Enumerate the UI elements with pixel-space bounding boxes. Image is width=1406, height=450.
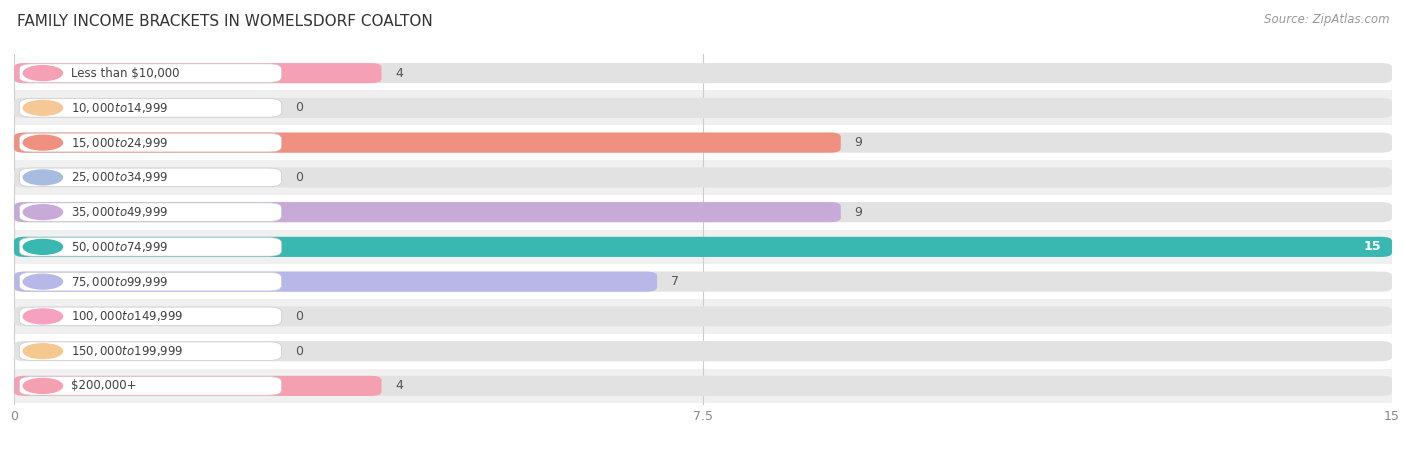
FancyBboxPatch shape — [14, 202, 841, 222]
Text: $150,000 to $199,999: $150,000 to $199,999 — [70, 344, 183, 358]
Bar — [14, 160, 1392, 195]
Text: $25,000 to $34,999: $25,000 to $34,999 — [70, 171, 169, 184]
Bar — [14, 264, 1392, 299]
Circle shape — [24, 205, 62, 220]
FancyBboxPatch shape — [20, 238, 281, 256]
FancyBboxPatch shape — [20, 377, 281, 395]
FancyBboxPatch shape — [20, 272, 281, 291]
Text: $15,000 to $24,999: $15,000 to $24,999 — [70, 135, 169, 149]
Circle shape — [24, 239, 62, 254]
Text: 0: 0 — [295, 310, 304, 323]
Text: $50,000 to $74,999: $50,000 to $74,999 — [70, 240, 169, 254]
Text: 0: 0 — [295, 345, 304, 358]
FancyBboxPatch shape — [20, 342, 281, 360]
Circle shape — [24, 344, 62, 359]
Text: 9: 9 — [855, 206, 862, 219]
Text: 0: 0 — [295, 171, 304, 184]
Bar — [14, 195, 1392, 230]
Circle shape — [24, 274, 62, 289]
Text: $200,000+: $200,000+ — [70, 379, 136, 392]
FancyBboxPatch shape — [14, 376, 381, 396]
Text: $100,000 to $149,999: $100,000 to $149,999 — [70, 310, 183, 324]
FancyBboxPatch shape — [14, 376, 1392, 396]
Text: 4: 4 — [395, 67, 404, 80]
Bar — [14, 90, 1392, 125]
FancyBboxPatch shape — [14, 63, 381, 83]
FancyBboxPatch shape — [14, 271, 657, 292]
FancyBboxPatch shape — [14, 133, 1392, 153]
Circle shape — [24, 170, 62, 185]
Text: $10,000 to $14,999: $10,000 to $14,999 — [70, 101, 169, 115]
FancyBboxPatch shape — [14, 167, 1392, 188]
Bar — [14, 56, 1392, 90]
Bar — [14, 369, 1392, 403]
Text: FAMILY INCOME BRACKETS IN WOMELSDORF COALTON: FAMILY INCOME BRACKETS IN WOMELSDORF COA… — [17, 14, 433, 28]
Text: $35,000 to $49,999: $35,000 to $49,999 — [70, 205, 169, 219]
Text: 15: 15 — [1364, 240, 1381, 253]
Bar — [14, 230, 1392, 264]
Circle shape — [24, 135, 62, 150]
Circle shape — [24, 309, 62, 324]
FancyBboxPatch shape — [20, 168, 281, 187]
Text: Less than $10,000: Less than $10,000 — [70, 67, 179, 80]
FancyBboxPatch shape — [14, 63, 1392, 83]
Circle shape — [24, 378, 62, 393]
Text: 4: 4 — [395, 379, 404, 392]
Bar — [14, 299, 1392, 334]
FancyBboxPatch shape — [14, 237, 1392, 257]
Text: 9: 9 — [855, 136, 862, 149]
FancyBboxPatch shape — [20, 203, 281, 221]
Text: 0: 0 — [295, 101, 304, 114]
FancyBboxPatch shape — [20, 307, 281, 326]
FancyBboxPatch shape — [14, 341, 1392, 361]
FancyBboxPatch shape — [14, 237, 1392, 257]
FancyBboxPatch shape — [14, 202, 1392, 222]
FancyBboxPatch shape — [14, 271, 1392, 292]
Text: $75,000 to $99,999: $75,000 to $99,999 — [70, 274, 169, 288]
Bar — [14, 334, 1392, 369]
Text: Source: ZipAtlas.com: Source: ZipAtlas.com — [1264, 14, 1389, 27]
Text: 7: 7 — [671, 275, 679, 288]
Bar — [14, 125, 1392, 160]
Circle shape — [24, 100, 62, 115]
FancyBboxPatch shape — [14, 98, 1392, 118]
Circle shape — [24, 66, 62, 81]
FancyBboxPatch shape — [20, 133, 281, 152]
FancyBboxPatch shape — [14, 133, 841, 153]
FancyBboxPatch shape — [20, 64, 281, 82]
FancyBboxPatch shape — [14, 306, 1392, 326]
FancyBboxPatch shape — [20, 99, 281, 117]
